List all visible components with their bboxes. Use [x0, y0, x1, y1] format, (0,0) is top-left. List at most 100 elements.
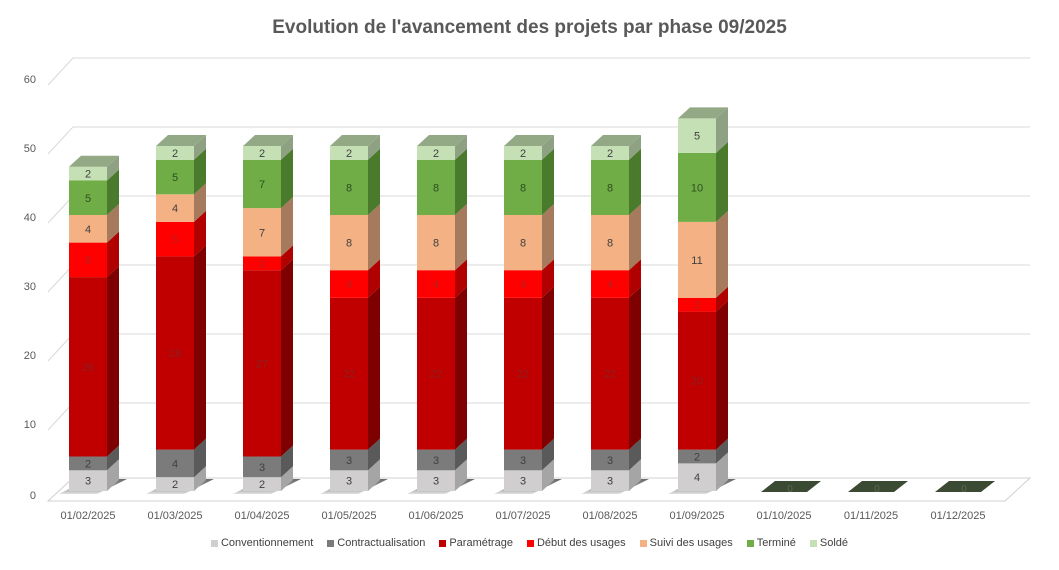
bar-segment-front	[591, 470, 629, 491]
bars: 3226545224285452232727723322488233224882…	[59, 107, 995, 495]
data-label: 8	[520, 238, 526, 250]
bar-segment-front	[330, 297, 368, 450]
legend-label: Terminé	[756, 537, 796, 549]
y-tick-label: 0	[30, 490, 36, 502]
bar-segment-side	[368, 148, 380, 215]
bar-segment-front	[156, 256, 194, 450]
bar-segment-front	[243, 208, 281, 257]
y-tick-label: 60	[24, 74, 36, 86]
bar-segment-front	[504, 470, 542, 491]
legend-item[interactable]: Paramétrage	[439, 537, 513, 549]
gridline-diag	[47, 126, 74, 155]
legend-swatch	[809, 539, 817, 547]
data-label: 4	[346, 279, 352, 291]
bar-segment-front	[678, 118, 716, 153]
bar-segment-side	[542, 286, 554, 450]
bar-segment-front	[69, 470, 107, 491]
bar-segment-top	[417, 135, 467, 146]
data-label: 5	[694, 131, 700, 143]
gridline-diag	[47, 402, 74, 431]
legend-item[interactable]: Suivi des usages	[639, 537, 733, 549]
legend-item[interactable]: Conventionnement	[210, 537, 314, 549]
bar-segment-front	[504, 297, 542, 450]
bar-segment-front	[330, 270, 368, 298]
data-label: 2	[85, 458, 91, 470]
data-label: 8	[607, 182, 613, 194]
bar-segment-front	[417, 146, 455, 160]
bar-segment-side	[368, 459, 380, 491]
data-label: 4	[520, 279, 526, 291]
bar-segment-side	[368, 438, 380, 471]
x-tick-label: 01/06/2025	[408, 510, 463, 522]
bar-segment-front	[69, 277, 107, 457]
bar-segment-front	[678, 463, 716, 491]
data-label: 7	[259, 179, 265, 191]
legend-item[interactable]: Soldé	[809, 537, 849, 549]
legend-label: Paramétrage	[449, 537, 513, 549]
bar-segment-side	[107, 169, 119, 215]
bar-segment-front	[330, 215, 368, 271]
bar-segment-side	[281, 445, 293, 478]
bar-segment-front	[678, 311, 716, 450]
bar-segment-front	[591, 297, 629, 450]
data-label: 3	[85, 476, 91, 488]
bar-segment-side	[194, 135, 206, 160]
bar-segment-top	[678, 107, 728, 119]
legend-label: Conventionnement	[220, 537, 314, 549]
x-tick-label: 01/09/2025	[669, 510, 724, 522]
bar-segment-side	[629, 204, 641, 271]
data-label: 4	[85, 224, 91, 236]
bar-segment-front	[156, 146, 194, 160]
bar-segment-side	[629, 135, 641, 160]
bar-segment-front	[243, 270, 281, 457]
bar-segment-side	[281, 466, 293, 491]
bar-segment-side	[194, 210, 206, 257]
bar-stack: 3 3 22 4 8 8 2	[581, 135, 649, 494]
bar-segment-front	[330, 470, 368, 491]
legend-label: Soldé	[819, 537, 849, 549]
data-label: 2	[433, 148, 439, 160]
legend-item[interactable]: Terminé	[746, 537, 796, 549]
bar-segment-side	[368, 259, 380, 298]
bar-segment-side	[107, 231, 119, 278]
bar-stack: 3 3 22 4 8 8 2	[494, 135, 562, 494]
legend-item[interactable]: Début des usages	[526, 537, 626, 549]
legend-item[interactable]: Contractualisation	[327, 537, 425, 549]
data-label: 7	[259, 227, 265, 239]
legend-swatch	[327, 539, 335, 547]
y-tick-label: 40	[24, 212, 36, 224]
data-label: 3	[607, 455, 613, 467]
data-label: 8	[607, 238, 613, 250]
data-label: 2	[520, 148, 526, 160]
bar-segment-front	[156, 194, 194, 222]
bar-stack: 2 4 28 5 4 5 2	[146, 135, 214, 494]
data-label: 8	[346, 238, 352, 250]
bar-segment-front	[591, 215, 629, 271]
bar-segment-front	[678, 297, 716, 312]
bar-segment-front	[156, 221, 194, 257]
bar-segment-side	[107, 445, 119, 471]
bar-stack: 4 2 20 2 11 10 5	[668, 107, 736, 494]
chart-plot: 3226545224285452232727723322488233224882…	[24, 57, 1032, 522]
data-label: 20	[691, 376, 703, 388]
bar-segment-front	[69, 242, 107, 278]
bar-segment-front	[243, 256, 281, 271]
data-label: 3	[520, 476, 526, 488]
bar-segment-front	[417, 297, 455, 450]
data-label: 3	[607, 476, 613, 488]
bar-segment-side	[194, 148, 206, 195]
data-label: 3	[346, 455, 352, 467]
bar-segment-side	[716, 452, 728, 491]
bar-segment-front	[417, 159, 455, 215]
bar-segment-side	[107, 155, 119, 181]
bar-segment-side	[542, 438, 554, 471]
bar-empty-marker	[935, 481, 995, 492]
x-tick-label: 01/05/2025	[321, 510, 376, 522]
bar-segment-front	[678, 449, 716, 464]
data-label: 2	[259, 258, 265, 270]
data-label: 22	[430, 369, 442, 381]
data-label: 5	[172, 172, 178, 184]
legend-swatch	[439, 539, 447, 547]
bar-segment-front	[330, 449, 368, 471]
x-tick-label: 01/07/2025	[495, 510, 550, 522]
